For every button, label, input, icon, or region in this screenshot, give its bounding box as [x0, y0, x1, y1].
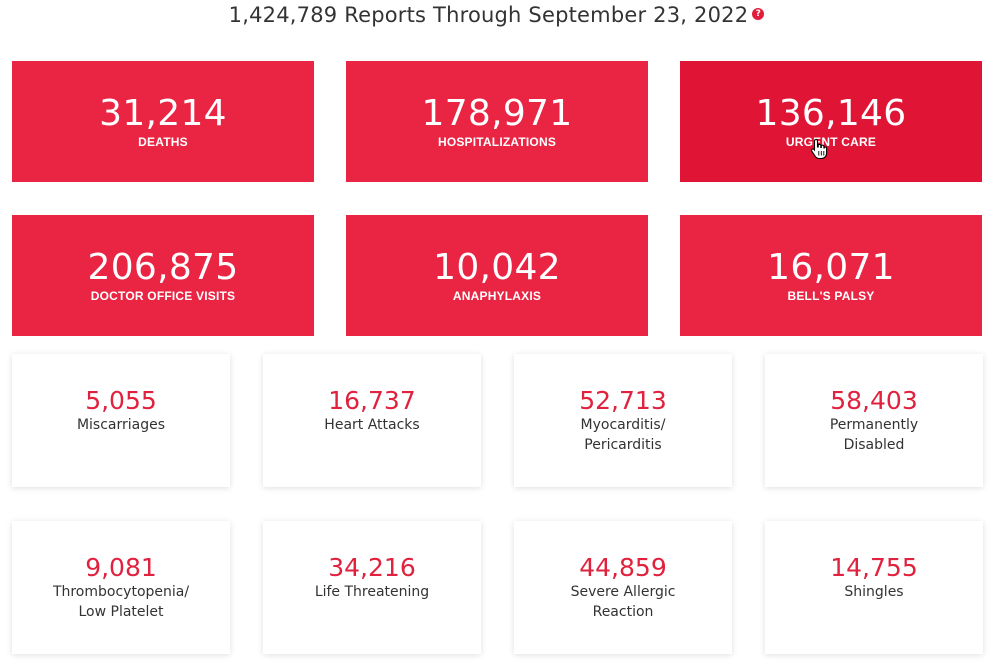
stat-label-line2: Pericarditis	[584, 437, 662, 453]
stat-value: 16,071	[767, 247, 895, 288]
stat-value: 14,755	[830, 553, 918, 582]
stat-card-life-threatening[interactable]: 34,216 Life Threatening	[263, 521, 481, 654]
stat-card-thrombocytopenia[interactable]: 9,081 Thrombocytopenia/ Low Platelet	[12, 521, 230, 654]
stat-label: Heart Attacks	[324, 417, 420, 433]
stat-card-bells-palsy[interactable]: 16,071 BELL'S PALSY	[680, 215, 982, 336]
stat-card-heart-attacks[interactable]: 16,737 Heart Attacks	[263, 354, 481, 487]
stat-value: 206,875	[87, 247, 239, 288]
stat-value: 31,214	[99, 93, 227, 134]
stat-label-line2: Low Platelet	[78, 604, 164, 620]
help-icon[interactable]: ?	[752, 8, 765, 20]
stat-card-miscarriages[interactable]: 5,055 Miscarriages	[12, 354, 230, 487]
reports-title: 1,424,789 Reports Through September 23, …	[228, 3, 749, 27]
stat-label: BELL'S PALSY	[787, 289, 875, 303]
stat-label: DOCTOR OFFICE VISITS	[90, 289, 236, 303]
stat-label: Thrombocytopenia/	[52, 584, 190, 600]
stat-value: 10,042	[433, 247, 561, 288]
stat-value: 136,146	[755, 93, 907, 134]
stat-value: 58,403	[830, 386, 918, 415]
stat-label: Life Threatening	[314, 584, 430, 600]
stat-value: 44,859	[579, 553, 667, 582]
stat-card-permanently-disabled[interactable]: 58,403 Permanently Disabled	[765, 354, 983, 487]
stat-card-anaphylaxis[interactable]: 10,042 ANAPHYLAXIS	[346, 215, 648, 336]
stat-card-doctor-office-visits[interactable]: 206,875 DOCTOR OFFICE VISITS	[12, 215, 314, 336]
stat-label: Miscarriages	[76, 417, 166, 433]
stat-label-line2: Disabled	[843, 437, 905, 453]
stat-value: 9,081	[85, 553, 157, 582]
stat-label: Severe Allergic	[570, 584, 676, 600]
reports-header: 1,424,789 Reports Through September 23, …	[0, 2, 993, 27]
stat-label: Permanently	[829, 417, 919, 433]
stat-label: Myocarditis/	[580, 417, 666, 433]
stat-card-urgent-care[interactable]: 136,146 URGENT CARE	[680, 61, 982, 182]
stat-card-hospitalizations[interactable]: 178,971 HOSPITALIZATIONS	[346, 61, 648, 182]
stat-label: URGENT CARE	[785, 135, 877, 149]
hand-cursor-icon	[810, 138, 828, 160]
stat-value: 5,055	[85, 386, 157, 415]
stat-label-line2: Reaction	[592, 604, 654, 620]
stat-value: 34,216	[328, 553, 416, 582]
stat-value: 178,971	[421, 93, 573, 134]
stat-value: 52,713	[579, 386, 667, 415]
stat-card-myocarditis[interactable]: 52,713 Myocarditis/ Pericarditis	[514, 354, 732, 487]
stat-card-shingles[interactable]: 14,755 Shingles	[765, 521, 983, 654]
stat-value: 16,737	[328, 386, 416, 415]
stat-label: DEATHS	[138, 135, 188, 149]
stat-label: Shingles	[844, 584, 904, 600]
stat-card-deaths[interactable]: 31,214 DEATHS	[12, 61, 314, 182]
stat-card-severe-allergic-reaction[interactable]: 44,859 Severe Allergic Reaction	[514, 521, 732, 654]
stat-label: ANAPHYLAXIS	[452, 289, 542, 303]
stat-label: HOSPITALIZATIONS	[437, 135, 557, 149]
